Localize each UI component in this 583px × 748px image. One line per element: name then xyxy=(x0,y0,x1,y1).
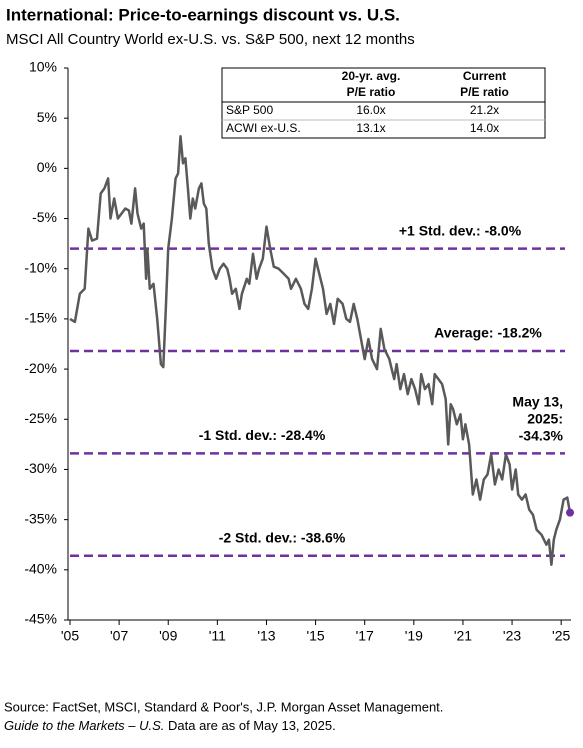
x-tick-label: '07 xyxy=(110,628,128,644)
table-cell: 14.0x xyxy=(470,121,499,135)
note: Guide to the Markets – U.S. Data are as … xyxy=(4,718,336,733)
x-tick-label: '09 xyxy=(159,628,177,644)
annotation: 2025: xyxy=(527,411,563,427)
x-tick-label: '25 xyxy=(552,628,570,644)
y-tick-label: -15% xyxy=(24,310,57,326)
reference-label: Average: -18.2% xyxy=(434,325,542,341)
y-tick-label: -25% xyxy=(24,410,57,426)
table-cell: 21.2x xyxy=(470,103,499,117)
table-cell: ACWI ex-U.S. xyxy=(226,121,301,135)
source: Source: FactSet, MSCI, Standard & Poor's… xyxy=(4,699,443,714)
y-tick-label: 0% xyxy=(37,159,57,175)
note-text: Data are as of May 13, 2025. xyxy=(168,718,336,733)
table-header: Current xyxy=(463,69,506,83)
reference-label: -2 Std. dev.: -38.6% xyxy=(219,529,346,545)
x-tick-label: '21 xyxy=(454,628,472,644)
x-tick-label: '15 xyxy=(306,628,324,644)
table-header: 20-yr. avg. xyxy=(342,69,401,83)
annotation: -34.3% xyxy=(519,428,564,444)
x-tick-label: '17 xyxy=(356,628,374,644)
y-tick-label: 10% xyxy=(29,59,57,75)
table-cell: S&P 500 xyxy=(226,103,273,117)
series-line xyxy=(69,134,572,567)
table-cell: 13.1x xyxy=(356,121,385,135)
reference-label: +1 Std. dev.: -8.0% xyxy=(399,222,522,238)
y-tick-label: 5% xyxy=(37,109,57,125)
table-header: P/E ratio xyxy=(460,85,509,99)
x-tick-label: '23 xyxy=(503,628,521,644)
annotation: May 13, xyxy=(512,394,563,410)
chart-subtitle: MSCI All Country World ex-U.S. vs. S&P 5… xyxy=(6,31,415,48)
y-tick-label: -10% xyxy=(24,259,57,275)
y-tick-label: -40% xyxy=(24,561,57,577)
note-italic: Guide to the Markets – U.S. xyxy=(4,718,164,733)
last-point xyxy=(566,508,575,517)
table-frame xyxy=(221,67,546,139)
y-tick-label: -45% xyxy=(24,611,57,627)
reference-label: -1 Std. dev.: -28.4% xyxy=(199,427,326,443)
y-tick-label: -20% xyxy=(24,360,57,376)
x-tick-label: '05 xyxy=(61,628,79,644)
x-tick-label: '19 xyxy=(405,628,423,644)
x-tick-label: '11 xyxy=(209,628,226,644)
table-header: P/E ratio xyxy=(347,85,396,99)
x-tick-label: '13 xyxy=(257,628,275,644)
y-tick-label: -30% xyxy=(24,460,57,476)
table-cell: 16.0x xyxy=(356,103,385,117)
chart-title: International: Price-to-earnings discoun… xyxy=(6,5,400,24)
y-tick-label: -5% xyxy=(32,209,57,225)
y-tick-label: -35% xyxy=(24,510,57,526)
